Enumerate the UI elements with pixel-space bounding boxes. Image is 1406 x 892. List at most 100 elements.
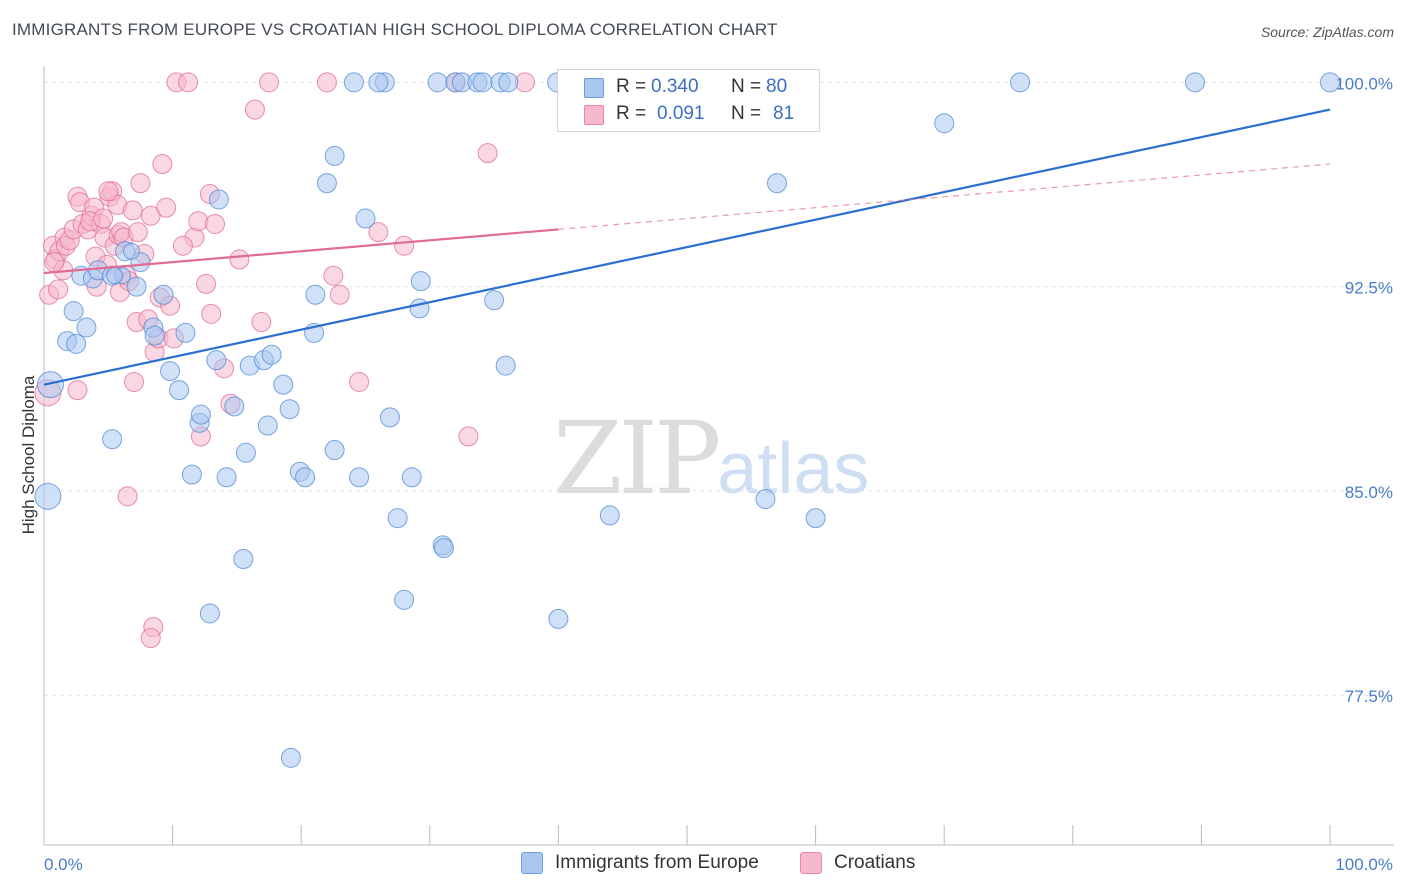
- europe-point: [190, 404, 211, 425]
- europe-point: [401, 467, 422, 488]
- europe-point: [160, 361, 181, 382]
- europe-point: [273, 374, 294, 395]
- croatian-point: [244, 99, 265, 120]
- source-label: Source: ZipAtlas.com: [1260, 24, 1394, 40]
- croatian-point: [316, 72, 337, 93]
- europe-point: [548, 608, 569, 629]
- legend-swatch-croatians: [584, 105, 604, 125]
- legend-r-value: 0.340: [651, 76, 699, 97]
- europe-point: [1010, 72, 1031, 93]
- croatian-point: [48, 279, 69, 300]
- europe-point: [206, 350, 227, 371]
- europe-point: [394, 589, 415, 610]
- croatian-point: [122, 200, 143, 221]
- legend-swatch-europe: [584, 78, 604, 98]
- croatian-point: [196, 273, 217, 294]
- croatian-point: [124, 371, 145, 392]
- y-tick-label: 77.5%: [1345, 687, 1393, 706]
- europe-point: [36, 371, 64, 399]
- legend-r-label: R =: [616, 103, 647, 124]
- croatian-point: [458, 426, 479, 447]
- croatian-point: [117, 486, 138, 507]
- croatian-point: [368, 222, 389, 243]
- europe-point: [495, 355, 516, 376]
- europe-point: [305, 284, 326, 305]
- europe-point: [934, 113, 955, 134]
- legend-n-label: N =: [731, 103, 762, 124]
- europe-point: [224, 396, 245, 417]
- croatian-point: [229, 249, 250, 270]
- europe-point: [199, 603, 220, 624]
- legend-r-label: R =: [616, 76, 647, 97]
- y-tick-label: 100.0%: [1335, 74, 1393, 93]
- europe-point: [368, 72, 389, 93]
- europe-point: [472, 72, 493, 93]
- croatian-point: [329, 284, 350, 305]
- legend-n-label: N =: [731, 76, 762, 97]
- europe-point: [216, 467, 237, 488]
- europe-point: [427, 72, 448, 93]
- croatian-point: [188, 211, 209, 232]
- europe-point: [144, 325, 165, 346]
- x-tick-label: 100.0%: [1335, 855, 1393, 874]
- europe-point: [316, 173, 337, 194]
- europe-point: [1320, 72, 1340, 93]
- croatian-point: [205, 213, 226, 234]
- croatian-point: [172, 235, 193, 256]
- legend-item-europe[interactable]: Immigrants from Europe: [521, 852, 759, 874]
- europe-point: [169, 380, 190, 401]
- y-tick-label: 85.0%: [1345, 483, 1393, 502]
- watermark-atlas: atlas: [717, 429, 870, 509]
- europe-point: [410, 271, 431, 292]
- y-tick-label: 92.5%: [1345, 279, 1393, 298]
- europe-point: [261, 344, 282, 365]
- series-legend: Immigrants from Europe Croatians: [0, 852, 1406, 876]
- croatian-point: [251, 312, 272, 333]
- legend-label-croatians: Croatians: [834, 852, 916, 873]
- x-tick-label: 0.0%: [44, 855, 83, 874]
- legend-label-europe: Immigrants from Europe: [555, 852, 759, 873]
- europe-point: [805, 508, 826, 529]
- europe-point: [599, 505, 620, 526]
- europe-point: [76, 317, 97, 338]
- europe-point: [379, 407, 400, 428]
- croatian-point: [98, 181, 119, 202]
- europe-point: [34, 482, 62, 510]
- europe-point: [208, 189, 229, 210]
- europe-point: [153, 284, 174, 305]
- europe-point: [175, 322, 196, 343]
- europe-point: [343, 72, 364, 93]
- croatian-point: [259, 72, 280, 93]
- europe-point: [279, 399, 300, 420]
- europe-point: [126, 276, 147, 297]
- europe-point: [295, 467, 316, 488]
- europe-point: [1184, 72, 1205, 93]
- stats-legend: R = 0.340 N = 80 R = 0.091 N = 81: [557, 69, 820, 132]
- europe-point: [257, 415, 278, 436]
- europe-point: [102, 429, 123, 450]
- europe-point: [755, 489, 776, 510]
- europe-point: [324, 145, 345, 166]
- legend-item-croatians[interactable]: Croatians: [800, 852, 915, 874]
- y-axis-label: High School Diploma: [19, 375, 38, 535]
- europe-trend-line: [43, 108, 1331, 386]
- europe-point: [355, 208, 376, 229]
- legend-swatch-europe: [521, 852, 543, 874]
- europe-point: [233, 549, 254, 570]
- europe-point: [235, 442, 256, 463]
- watermark-zip: ZIP: [553, 400, 721, 517]
- croatian-point: [201, 303, 222, 324]
- legend-swatch-croatians: [800, 852, 822, 874]
- europe-point: [280, 747, 301, 768]
- europe-point: [66, 333, 87, 354]
- europe-point: [433, 538, 454, 559]
- croatian-trend-line: [43, 228, 559, 275]
- croatian-point: [477, 143, 498, 164]
- croatian-trend-extension: [558, 163, 1331, 231]
- croatian-point: [152, 154, 173, 175]
- legend-n-value: 81: [773, 103, 795, 124]
- croatian-point: [178, 72, 199, 93]
- chart-title: IMMIGRANTS FROM EUROPE VS CROATIAN HIGH …: [12, 20, 778, 39]
- croatian-point: [67, 380, 88, 401]
